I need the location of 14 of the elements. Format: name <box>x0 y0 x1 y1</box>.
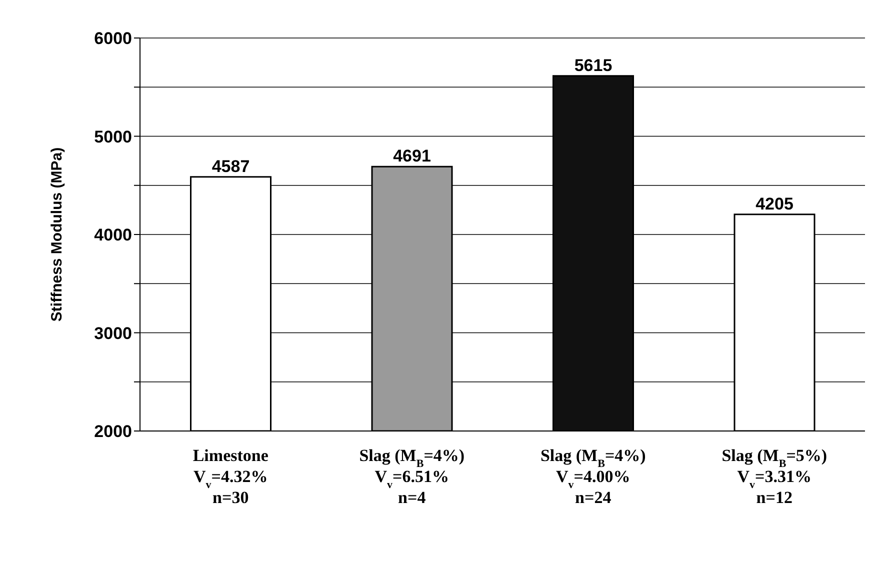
category-label: Slag (M$_{B}$=5%) V$_{v}$=3.31% n=12 <box>722 446 828 507</box>
y-tick-label: 5000 <box>94 127 132 146</box>
data-label: 4587 <box>212 156 250 176</box>
category-label: Slag (M$_{B}$=4%) V$_{v}$=4.00% n=24 <box>540 446 646 507</box>
y-axis-title: Stiffness Modulus (MPa) <box>48 147 66 322</box>
category-label: Slag (M$_{B}$=4%) V$_{v}$=6.51% n=4 <box>359 446 465 507</box>
x-tick-label: Limestone V$_{v}$=4.32% n=30 <box>192 446 269 507</box>
data-label: 5615 <box>574 56 612 75</box>
y-tick-label: 2000 <box>94 422 132 442</box>
data-label: 4205 <box>756 194 794 214</box>
y-tick-label: 3000 <box>94 324 132 343</box>
y-tick-label: 4000 <box>94 226 132 245</box>
y-tick-label: 6000 <box>94 29 132 48</box>
data-label: 4691 <box>393 146 431 166</box>
